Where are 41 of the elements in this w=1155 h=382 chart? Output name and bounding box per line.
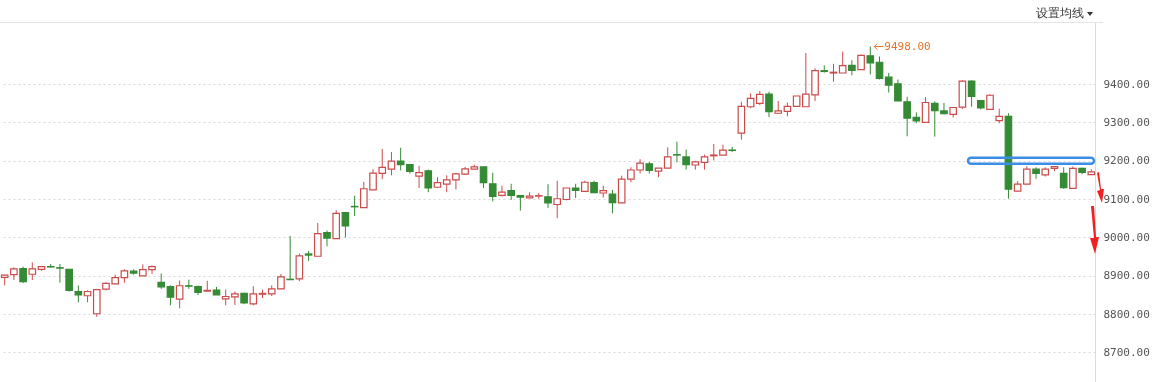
candlestick (866, 46, 875, 76)
candlestick (65, 268, 73, 293)
candlestick (673, 141, 681, 163)
candlestick (682, 149, 690, 171)
candlestick (553, 180, 562, 219)
y-tick-label: 9300.00 (1103, 115, 1150, 129)
candlestick (498, 185, 506, 197)
y-tick-label: 8900.00 (1103, 269, 1150, 283)
candlestick (295, 253, 304, 282)
text: 设置均线 (1036, 5, 1084, 22)
candlestick (479, 166, 488, 189)
candlestick (203, 280, 212, 292)
candlestick (608, 189, 617, 214)
candlestick (838, 51, 847, 74)
y-tick-label: 9400.00 (1103, 77, 1150, 91)
y-tick-label: 9000.00 (1103, 230, 1150, 244)
candlestick (415, 165, 423, 189)
candlestick (341, 211, 350, 238)
candlestick (544, 183, 552, 209)
candlestick (1059, 166, 1068, 190)
candlestick (765, 91, 773, 118)
candlestick (323, 230, 331, 247)
candlestick (967, 79, 976, 108)
candlestick (488, 172, 497, 202)
candlestick (921, 96, 930, 124)
candlestick (313, 222, 322, 257)
candlestick (249, 285, 258, 306)
candlestick (663, 146, 672, 169)
candlestick (829, 63, 838, 83)
candlestick (166, 284, 175, 306)
candlestick (1032, 166, 1040, 180)
candlestick (875, 56, 884, 81)
y-tick-label: 8800.00 (1103, 307, 1150, 321)
candlestick (175, 279, 184, 309)
candlestick (848, 59, 856, 76)
candlestick (387, 151, 396, 176)
candlestick (1069, 166, 1077, 189)
annotation: 9498.00 (884, 39, 931, 53)
y-tick-label: 8700.00 (1103, 345, 1150, 359)
y-tick-label: 9100.00 (1103, 192, 1150, 206)
y-tick-label: 9200.00 (1103, 154, 1150, 168)
